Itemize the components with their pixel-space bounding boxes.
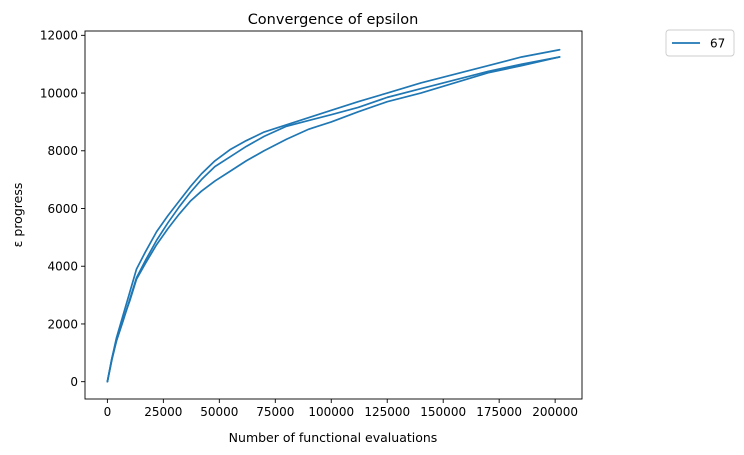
x-tick-label: 0 (104, 405, 112, 419)
y-tick-label: 2000 (47, 317, 78, 331)
x-tick-label: 25000 (144, 405, 182, 419)
chart-title: Convergence of epsilon (248, 12, 419, 28)
y-axis-ticks: 0 2000 4000 6000 8000 10000 12000 (40, 29, 85, 389)
x-tick-label: 175000 (476, 405, 522, 419)
x-tick-label: 200000 (532, 405, 578, 419)
x-tick-label: 50000 (200, 405, 238, 419)
x-tick-label: 75000 (256, 405, 294, 419)
y-tick-label: 10000 (40, 86, 78, 100)
x-tick-label: 100000 (308, 405, 354, 419)
x-axis-ticks: 0 25000 50000 75000 100000 125000 150000 175000… (104, 399, 578, 419)
x-tick-label: 150000 (420, 405, 466, 419)
y-tick-label: 0 (70, 375, 78, 389)
y-tick-label: 8000 (47, 144, 78, 158)
plot-background (85, 31, 582, 399)
x-tick-label: 125000 (364, 405, 410, 419)
x-axis-label: Number of functional evaluations (229, 430, 438, 445)
series-line-1 (106, 48, 561, 383)
y-tick-label: 12000 (40, 29, 78, 43)
y-axis-label: ε progress (10, 183, 25, 248)
y-tick-label: 4000 (47, 260, 78, 274)
legend-label: 67 (710, 37, 725, 51)
series-line-3 (106, 56, 561, 383)
series-layer (106, 48, 561, 383)
y-tick-label: 6000 (47, 202, 78, 216)
legend: 67 (665, 29, 735, 57)
plot-frame (84, 30, 583, 400)
